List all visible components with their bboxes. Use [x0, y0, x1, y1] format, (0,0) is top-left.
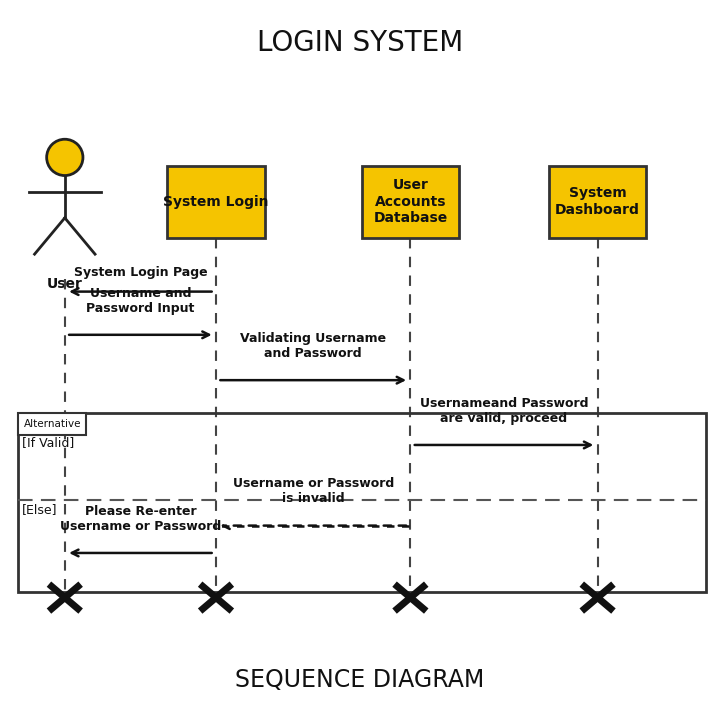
FancyBboxPatch shape [361, 166, 459, 238]
Text: Please Re-enter
Username or Password: Please Re-enter Username or Password [60, 505, 221, 533]
Text: Alternative: Alternative [24, 419, 81, 429]
Text: Usernameand Password
are valid, proceed: Usernameand Password are valid, proceed [420, 397, 588, 425]
Text: System Login Page: System Login Page [73, 266, 207, 279]
FancyBboxPatch shape [549, 166, 647, 238]
Text: System
Dashboard: System Dashboard [555, 186, 640, 217]
Text: Username and
Password Input: Username and Password Input [86, 287, 194, 315]
Circle shape [47, 139, 83, 176]
Text: SEQUENCE DIAGRAM: SEQUENCE DIAGRAM [235, 668, 485, 693]
Text: System Login: System Login [163, 194, 269, 209]
Text: Validating Username
and Password: Validating Username and Password [240, 332, 386, 360]
Text: Username or Password
is invalid: Username or Password is invalid [233, 477, 394, 505]
Text: LOGIN SYSTEM: LOGIN SYSTEM [257, 30, 463, 57]
Text: User
Accounts
Database: User Accounts Database [373, 179, 448, 225]
FancyBboxPatch shape [167, 166, 265, 238]
FancyBboxPatch shape [18, 413, 86, 435]
Text: [If Valid]: [If Valid] [22, 436, 75, 449]
Text: User: User [47, 277, 83, 291]
Text: [Else]: [Else] [22, 503, 58, 516]
